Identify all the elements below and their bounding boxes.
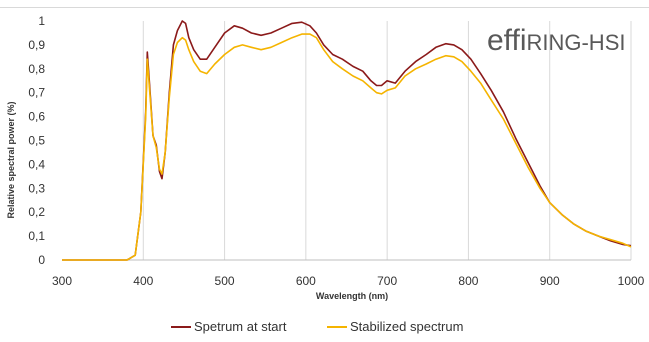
y-axis-title: Relative spectral power (%) bbox=[6, 101, 16, 218]
x-tick-label: 300 bbox=[52, 274, 72, 288]
series-layer bbox=[62, 20, 632, 261]
y-tick-label: 0,1 bbox=[28, 229, 45, 243]
logo-text: effiRING-HSI bbox=[487, 24, 625, 57]
y-tick-label: 0,6 bbox=[28, 110, 45, 124]
y-tick-label: 0,3 bbox=[28, 181, 45, 195]
y-tick-labels: 0 0,1 0,2 0,3 0,4 0,5 0,6 0,7 0,8 0,9 1 bbox=[28, 14, 45, 267]
grid-layer bbox=[142, 21, 632, 260]
series-line-stabilized-spectrum bbox=[62, 33, 632, 261]
legend: Spetrum at start Stabilized spectrum bbox=[171, 319, 463, 334]
x-tick-label: 400 bbox=[133, 274, 153, 288]
y-tick-label: 0,9 bbox=[28, 38, 45, 52]
y-tick-label: 0 bbox=[38, 253, 45, 267]
y-tick-label: 0,7 bbox=[28, 86, 45, 100]
top-divider bbox=[0, 7, 649, 8]
x-axis-title: Wavelength (nm) bbox=[316, 291, 388, 301]
x-tick-label: 900 bbox=[540, 274, 560, 288]
x-tick-label: 500 bbox=[215, 274, 235, 288]
y-tick-label: 0,8 bbox=[28, 62, 45, 76]
legend-label-start: Spetrum at start bbox=[194, 319, 287, 334]
x-tick-label: 800 bbox=[458, 274, 478, 288]
x-tick-label: 1000 bbox=[618, 274, 645, 288]
y-tick-label: 1 bbox=[38, 14, 45, 28]
y-tick-label: 0,5 bbox=[28, 134, 45, 148]
effiring-logo: effiRING-HSI bbox=[487, 24, 625, 57]
y-tick-label: 0,4 bbox=[28, 157, 45, 171]
x-tick-labels: 300 400 500 600 700 800 900 1000 bbox=[52, 274, 645, 288]
x-tick-label: 600 bbox=[296, 274, 316, 288]
series-line-spectrum-at-start bbox=[62, 20, 632, 261]
y-tick-label: 0,2 bbox=[28, 205, 45, 219]
x-tick-label: 700 bbox=[377, 274, 397, 288]
legend-label-stabilized: Stabilized spectrum bbox=[350, 319, 463, 334]
